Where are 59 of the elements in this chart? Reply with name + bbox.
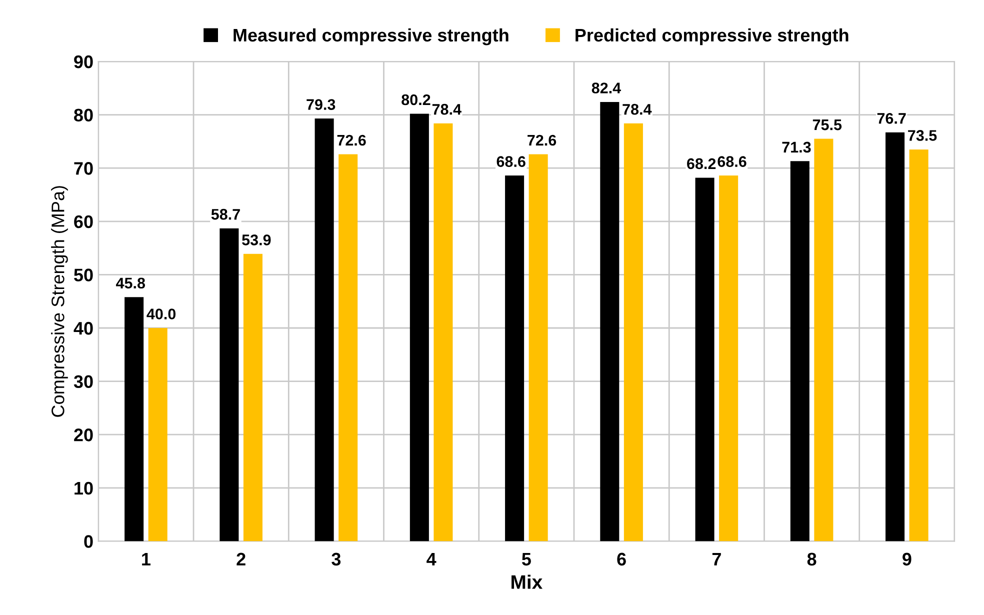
x-tick-label: 7 [712,552,721,566]
data-label: 79.3 [306,99,336,110]
data-label: 71.3 [782,142,811,153]
data-label: 78.4 [622,104,652,115]
data-label: 68.6 [718,156,746,167]
bar [220,228,239,542]
x-tick-label: 1 [142,552,150,566]
data-label: 68.6 [496,156,526,167]
data-label: 40.0 [146,308,176,320]
legend-label: Predicted compressive strength [576,28,848,46]
bar [410,114,429,542]
data-label: 80.2 [402,94,430,106]
bar [528,154,548,542]
y-tick-label: 80 [74,108,93,122]
legend-label: Measured compressive strength [234,28,508,46]
bar [314,118,334,542]
y-tick-label: 40 [74,322,93,335]
x-tick-label: 2 [236,552,246,566]
y-tick-label: 50 [74,268,93,282]
bar [719,176,738,542]
y-tick-label: 70 [74,162,93,175]
x-tick-label: 4 [426,552,436,566]
bar [600,102,620,542]
y-tick-label: 30 [74,375,93,388]
data-label: 72.6 [337,134,366,146]
data-label: 78.4 [432,104,462,115]
y-tick-label: 90 [74,55,93,68]
x-tick-label: 3 [332,552,341,566]
y-tick-label: 10 [74,482,93,495]
bar [124,297,144,542]
x-tick-label: 9 [902,552,912,566]
data-label: 75.5 [812,120,842,130]
data-label: 82.4 [592,82,622,94]
y-tick-label: 0 [84,535,93,548]
data-label: 76.7 [877,112,906,124]
y-axis-title: Compressive Strength (MPa) [51,186,68,417]
bar [505,176,524,542]
bar [909,149,928,542]
y-tick-label: 60 [74,215,93,228]
bar [624,123,643,542]
bar [886,132,905,542]
bar [148,328,168,542]
data-label: 73.5 [908,130,937,141]
data-label: 68.2 [687,158,716,170]
bar [338,154,358,542]
bar [814,138,834,542]
x-tick-label: 8 [807,552,816,566]
data-label: 53.9 [242,234,271,246]
bar [695,178,714,542]
x-tick-label: 6 [617,552,626,566]
data-label: 72.6 [528,134,556,146]
x-axis-title: Mix [512,574,543,589]
bar [243,254,262,542]
x-tick-label: 5 [522,552,531,566]
y-tick-label: 20 [74,428,93,442]
data-label: 45.8 [116,278,146,289]
data-label: 58.7 [211,208,240,220]
bar [790,161,810,542]
bar [434,123,453,542]
